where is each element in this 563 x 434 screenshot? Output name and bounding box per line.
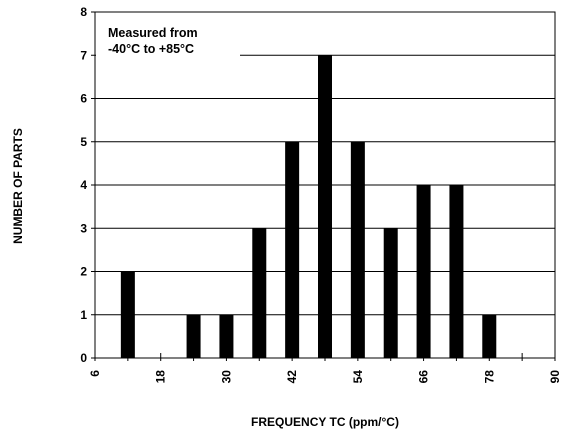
- x-tick-label: 6: [88, 370, 102, 377]
- x-tick-label: 42: [285, 370, 299, 384]
- bar: [350, 141, 365, 358]
- y-tick-label: 6: [80, 92, 87, 106]
- x-tick-label: 54: [351, 370, 365, 384]
- y-tick-label: 8: [80, 5, 87, 19]
- annotation-line-1: Measured from: [108, 26, 198, 40]
- y-tick-label: 0: [80, 351, 87, 365]
- bar: [416, 185, 431, 358]
- y-tick-label: 1: [80, 308, 87, 322]
- bar: [318, 55, 332, 358]
- annotation-line-2: -40°C to +85°C: [108, 42, 194, 56]
- annotation: Measured from -40°C to +85°C: [96, 13, 240, 63]
- x-tick-label: 30: [219, 370, 233, 384]
- x-tick-label: 66: [417, 370, 431, 384]
- x-axis-title: FREQUENCY TC (ppm/°C): [251, 415, 399, 429]
- bar: [449, 185, 464, 358]
- bar: [285, 141, 300, 358]
- bars: [120, 55, 497, 358]
- y-tick-label: 4: [80, 178, 87, 192]
- bar: [383, 228, 398, 358]
- bar: [120, 271, 135, 358]
- x-axis-ticks: 6 18 30 42 54 66 78 90: [88, 353, 562, 383]
- y-axis-title: NUMBER OF PARTS: [11, 128, 25, 244]
- y-tick-label: 5: [80, 135, 87, 149]
- y-tick-label: 2: [80, 265, 87, 279]
- bar: [186, 314, 201, 358]
- y-tick-label: 7: [80, 48, 87, 62]
- bar: [482, 314, 497, 358]
- y-tick-label: 3: [80, 221, 87, 235]
- x-tick-label: 18: [154, 370, 168, 384]
- x-tick-label: 78: [482, 370, 496, 384]
- bar: [252, 228, 267, 358]
- annotation-background: [96, 13, 240, 63]
- x-tick-label: 90: [548, 370, 562, 384]
- y-axis-ticks: 0 1 2 3 4 5 6 7 8: [80, 5, 95, 365]
- bar: [219, 314, 234, 358]
